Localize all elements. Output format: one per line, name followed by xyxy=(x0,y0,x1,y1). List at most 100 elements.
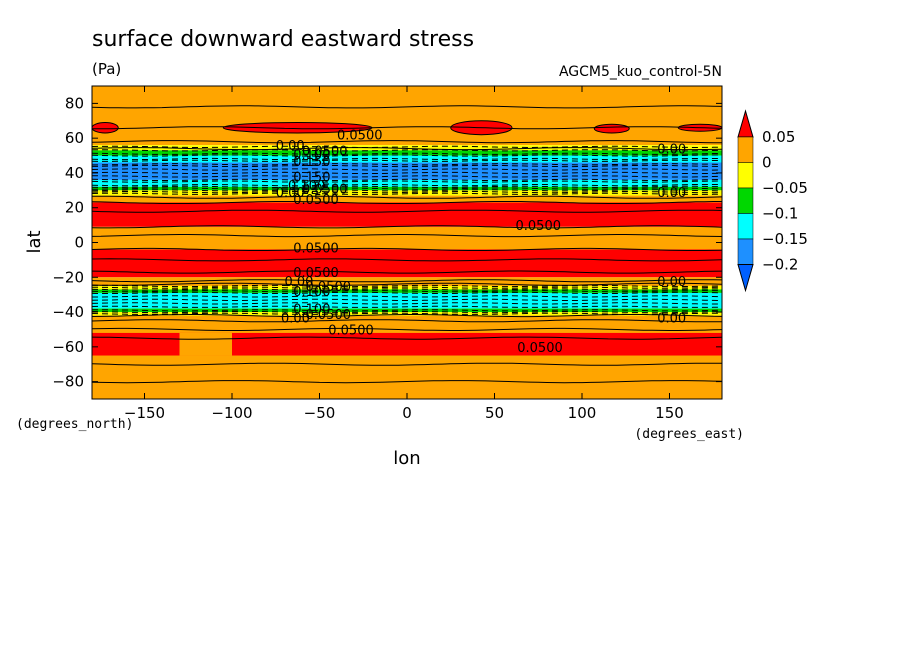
contour-label: 0.100 xyxy=(293,285,330,300)
contour-label: 0.00 xyxy=(657,275,686,290)
dashed-contour xyxy=(92,159,722,162)
y-tick-label: −40 xyxy=(52,303,84,321)
contour-label: 0.0500 xyxy=(293,193,339,208)
dashed-contour xyxy=(92,168,722,171)
contour-label: 0.100 xyxy=(293,148,330,163)
plot-area: 0.05000.000.05000.1000.1500.1500.1000.05… xyxy=(92,86,722,399)
color-band xyxy=(92,195,722,203)
solid-contour xyxy=(92,105,722,109)
solid-contour xyxy=(92,247,722,251)
color-band xyxy=(92,190,722,196)
colorbar-label: −0.2 xyxy=(762,256,798,274)
contour-label: 0.0500 xyxy=(293,266,339,281)
dashed-contour xyxy=(92,157,722,161)
experiment-label: AGCM5_kuo_control-5N xyxy=(559,64,722,80)
x-tick-label: 100 xyxy=(568,404,597,422)
dashed-contour xyxy=(92,145,722,149)
dashed-contour xyxy=(92,310,722,314)
y-tick-label: 0 xyxy=(74,234,84,252)
contour-patch xyxy=(593,123,630,134)
dashed-contour xyxy=(92,286,722,289)
dashed-contour xyxy=(92,290,722,293)
solid-contour xyxy=(92,336,722,340)
contour-label: 0.0500 xyxy=(302,144,348,159)
contour-label: 0.150 xyxy=(293,155,330,170)
contour-patch xyxy=(179,332,232,356)
solid-contour xyxy=(92,201,722,204)
color-band xyxy=(92,226,722,250)
dashed-contour xyxy=(92,305,722,308)
colorbar-label: −0.15 xyxy=(762,230,808,248)
colorbar-label: −0.05 xyxy=(762,179,808,197)
color-band xyxy=(92,186,722,191)
solid-contour xyxy=(92,140,722,144)
contour-label: 0.100 xyxy=(288,179,325,194)
dashed-contour xyxy=(92,291,722,294)
dashed-contour xyxy=(92,175,722,178)
solid-contour xyxy=(92,195,722,199)
solid-contour xyxy=(92,270,722,274)
y-tick-label: 20 xyxy=(65,199,84,217)
solid-contour xyxy=(92,282,722,286)
y-tick-label: −20 xyxy=(52,268,84,286)
contour-label: 0.0500 xyxy=(306,280,352,295)
solid-contour xyxy=(92,126,722,130)
dashed-contour xyxy=(92,178,722,181)
dashed-contour xyxy=(92,154,722,157)
contour-label: 0.00 xyxy=(285,275,314,290)
solid-contour xyxy=(92,380,722,384)
dashed-contour xyxy=(92,191,722,194)
dashed-contour xyxy=(92,187,722,190)
solid-contour xyxy=(92,327,722,331)
colorbar-max-arrow xyxy=(737,109,754,138)
contour-label: 0.0500 xyxy=(337,129,383,144)
colorbar-label: 0.05 xyxy=(762,128,795,146)
colorbar-label: −0.1 xyxy=(762,205,798,223)
dashed-contour xyxy=(92,171,722,175)
x-tick-label: 0 xyxy=(402,404,412,422)
dashed-contour xyxy=(92,185,722,189)
contour-label: 0.0500 xyxy=(516,219,562,234)
colorbar-min-arrow xyxy=(737,264,754,293)
x-tick-label: 150 xyxy=(655,404,684,422)
contour-label: 0.0500 xyxy=(517,341,563,356)
dashed-contour xyxy=(92,192,722,195)
contour-label: 0.00 xyxy=(276,139,305,154)
colorbar-swatch xyxy=(737,187,754,214)
contour-label: 0.00 xyxy=(657,186,686,201)
color-band xyxy=(92,202,722,227)
units-label: (Pa) xyxy=(92,60,121,78)
dashed-contour xyxy=(92,164,722,168)
colorbar-label: 0 xyxy=(762,154,772,172)
contour-label: 0.00 xyxy=(276,186,305,201)
chart-title: surface downward eastward stress xyxy=(92,27,474,52)
color-band xyxy=(92,179,722,187)
solid-contour xyxy=(92,362,722,366)
dashed-contour xyxy=(92,298,722,301)
contour-label: 0.0500 xyxy=(293,242,339,257)
colorbar-swatch xyxy=(737,238,754,265)
dashed-contour xyxy=(92,189,722,192)
contour-label: 0.100 xyxy=(293,303,330,318)
contour-label: 0.00 xyxy=(657,311,686,326)
dashed-contour xyxy=(92,149,722,152)
x-tick-label: −100 xyxy=(211,404,252,422)
y-axis-label: lat xyxy=(24,230,45,253)
y-tick-label: −80 xyxy=(52,373,84,391)
y-tick-label: −60 xyxy=(52,338,84,356)
contour-label: 0.0500 xyxy=(328,323,374,338)
color-band xyxy=(92,145,722,151)
solid-contour xyxy=(92,258,722,262)
dashed-contour xyxy=(92,302,722,305)
contour-label: 0.0500 xyxy=(302,183,348,198)
solid-contour xyxy=(92,209,722,213)
color-band xyxy=(92,86,722,130)
y-tick-label: 80 xyxy=(65,94,84,112)
solid-contour xyxy=(92,279,722,283)
solid-contour xyxy=(92,147,722,151)
solid-contour xyxy=(92,234,722,238)
dashed-contour xyxy=(92,312,722,315)
color-band xyxy=(92,285,722,290)
contour-label: 0.150 xyxy=(293,170,330,185)
